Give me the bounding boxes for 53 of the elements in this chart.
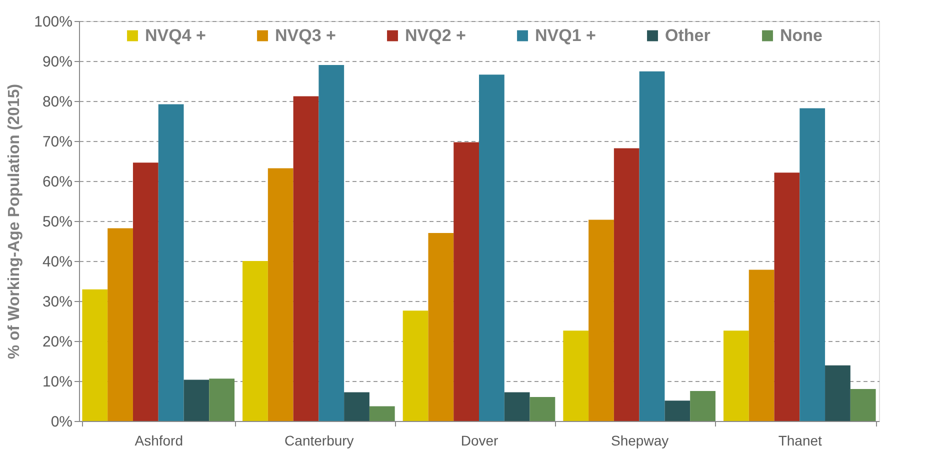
y-tick-label: 40% [42,254,72,270]
legend-label: None [780,26,822,45]
legend-label: NVQ1 + [535,26,596,45]
x-tick-label: Shepway [611,432,669,448]
bar [825,365,850,421]
bar [184,380,210,421]
bar [588,220,614,421]
legend-label: Other [665,26,711,45]
x-tick-label: Dover [460,432,499,448]
legend-label: NVQ4 + [145,26,206,45]
bar [108,228,133,421]
bar [690,391,716,421]
x-tick-label: Canterbury [284,432,354,448]
bar [402,310,428,421]
bar [723,330,749,421]
bar [454,142,479,421]
y-tick-label: 70% [42,134,72,150]
bar [209,378,235,421]
y-tick-label: 60% [42,174,72,190]
bar [242,261,268,421]
y-tick-label: 50% [42,214,72,230]
bar [614,148,640,421]
bar [800,108,826,421]
y-tick-label: 30% [42,294,72,310]
bar [318,65,344,421]
legend-label: NVQ2 + [405,26,466,45]
y-tick-label: 0% [50,414,72,430]
bar [268,168,294,421]
y-axis-title: % of Working-Age Population (2015) [6,84,24,360]
bar [344,392,370,421]
bar [748,270,774,421]
bar [504,392,530,421]
bar [428,233,454,421]
bar [132,162,158,421]
bar [850,389,876,421]
bar [639,71,665,421]
bar [293,96,319,421]
y-tick-label: 90% [42,54,72,70]
bar [158,104,184,421]
bar [530,397,556,421]
bar [563,330,589,421]
x-tick-label: Ashford [134,432,183,448]
y-tick-label: 20% [42,334,72,350]
legend-label: NVQ3 + [275,26,336,45]
bar [369,406,395,421]
bar [479,74,504,421]
bar [664,400,690,421]
y-tick-label: 10% [42,374,72,390]
bar [774,172,800,421]
bar [82,289,108,421]
y-tick-label: 100% [34,14,72,30]
x-tick-label: Thanet [778,432,822,448]
y-tick-label: 80% [42,94,72,110]
